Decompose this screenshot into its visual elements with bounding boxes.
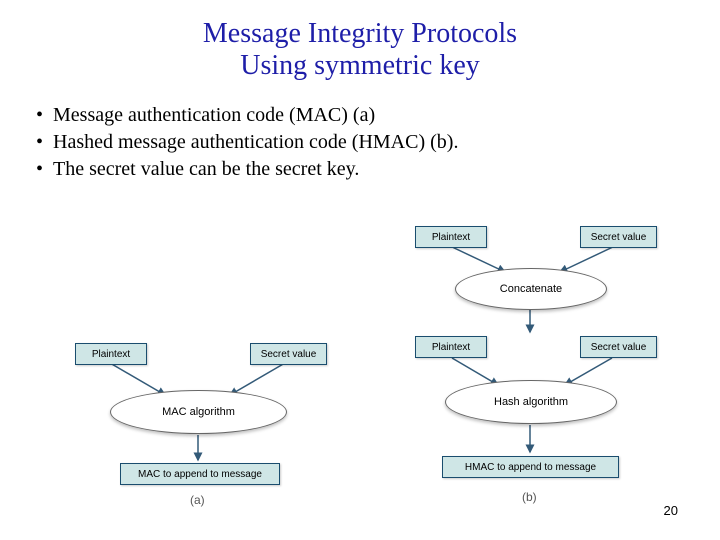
bullet-item: •The secret value can be the secret key. — [36, 158, 720, 181]
caption-a: (a) — [190, 493, 205, 507]
box-secret-b-mid: Secret value — [580, 336, 657, 358]
ellipse-hash-algo: Hash algorithm — [445, 380, 617, 424]
title-line1: Message Integrity Protocols — [203, 18, 517, 49]
box-mac-output: MAC to append to message — [120, 463, 280, 485]
bullet-list: •Message authentication code (MAC) (a) •… — [36, 104, 720, 181]
box-plaintext-b-mid: Plaintext — [415, 336, 487, 358]
box-secret-b-top: Secret value — [580, 226, 657, 248]
diagram-b: Plaintext Secret value Concatenate Plain… — [380, 220, 680, 515]
page-number: 20 — [664, 503, 678, 518]
box-secret-a: Secret value — [250, 343, 327, 365]
title-line2: Using symmetric key — [240, 50, 480, 81]
bullet-item: •Hashed message authentication code (HMA… — [36, 131, 720, 154]
box-plaintext-b-top: Plaintext — [415, 226, 487, 248]
slide-title: Message Integrity Protocols Using symmet… — [0, 0, 720, 82]
diagram-a: Plaintext Secret value MAC algorithm MAC… — [55, 335, 345, 510]
caption-b: (b) — [522, 490, 537, 504]
bullet-item: •Message authentication code (MAC) (a) — [36, 104, 720, 127]
ellipse-mac-algo: MAC algorithm — [110, 390, 287, 434]
ellipse-concat: Concatenate — [455, 268, 607, 310]
box-plaintext-a: Plaintext — [75, 343, 147, 365]
box-hmac-output: HMAC to append to message — [442, 456, 619, 478]
